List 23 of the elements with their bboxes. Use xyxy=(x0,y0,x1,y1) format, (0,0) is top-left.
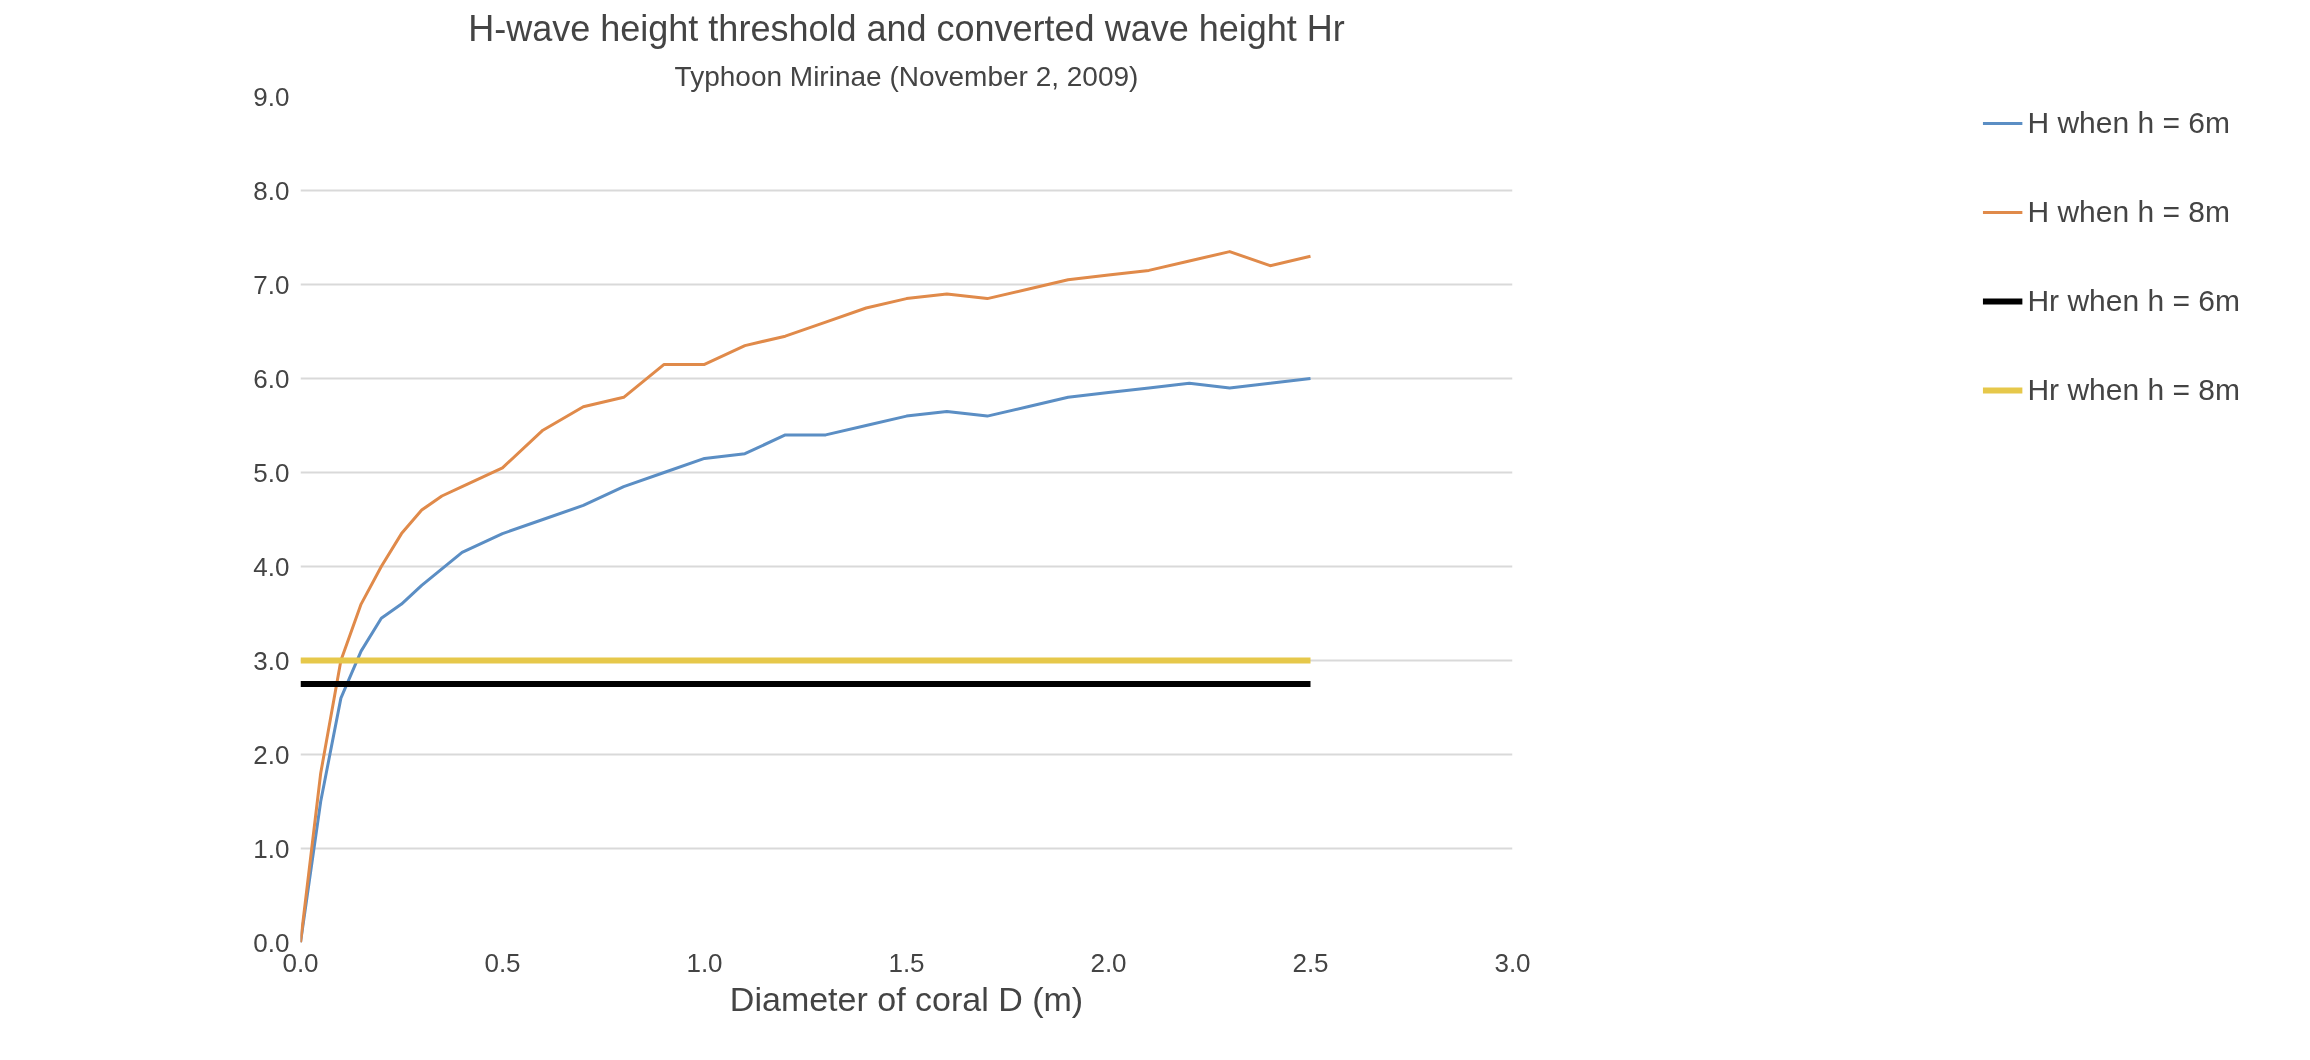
legend-label: H when h = 6m xyxy=(2027,106,2231,140)
chart-subtitle: Typhoon Mirinae (November 2, 2009) xyxy=(674,60,1139,92)
x-tick-label: 1.0 xyxy=(686,947,723,978)
y-tick-label: 8.0 xyxy=(253,175,290,206)
line-series xyxy=(300,250,1312,943)
chart-title: H-wave height threshold and converted wave height Hr xyxy=(468,7,1345,49)
y-tick-label: 9.0 xyxy=(253,81,290,112)
legend-label: Hr when h = 6m xyxy=(2027,284,2240,318)
y-tick-label: 3.0 xyxy=(253,645,290,676)
x-tick-label: 3.0 xyxy=(1494,947,1531,978)
x-axis-title: Diameter of coral D (m) xyxy=(729,979,1084,1018)
legend-label: H when h = 8m xyxy=(2027,195,2231,229)
y-tick-label: 6.0 xyxy=(253,363,290,394)
x-tick-label: 2.5 xyxy=(1292,947,1329,978)
x-tick-label: 1.5 xyxy=(888,947,925,978)
x-tick-label: 2.0 xyxy=(1090,947,1127,978)
y-tick-label: 5.0 xyxy=(253,457,290,488)
y-tick-label: 1.0 xyxy=(253,833,290,864)
legend-label: Hr when h = 8m xyxy=(2027,373,2240,407)
y-tick-label: 4.0 xyxy=(253,551,290,582)
y-tick-label: 7.0 xyxy=(253,269,290,300)
x-tick-label: 0.5 xyxy=(484,947,521,978)
y-tick-label: 2.0 xyxy=(253,739,290,770)
